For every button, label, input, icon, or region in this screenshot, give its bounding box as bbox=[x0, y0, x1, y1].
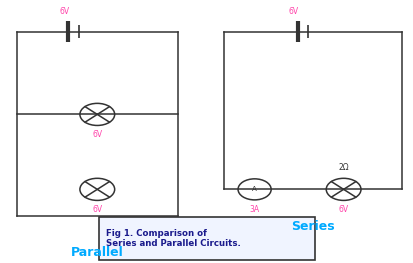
Text: 2Ω: 2Ω bbox=[337, 163, 348, 172]
Text: Series: Series bbox=[290, 220, 334, 232]
Text: 6V: 6V bbox=[288, 7, 298, 17]
Text: 6V: 6V bbox=[338, 205, 348, 214]
Text: 6V: 6V bbox=[92, 205, 102, 214]
Bar bbox=[99, 217, 314, 260]
Text: Fig 1. Comparison of
Series and Parallel Circuits.: Fig 1. Comparison of Series and Parallel… bbox=[105, 229, 240, 248]
Text: Parallel: Parallel bbox=[71, 246, 123, 259]
Text: 6V: 6V bbox=[92, 130, 102, 139]
Text: 6V: 6V bbox=[59, 7, 69, 17]
Text: A: A bbox=[252, 186, 256, 192]
Text: 3A: 3A bbox=[249, 205, 259, 214]
